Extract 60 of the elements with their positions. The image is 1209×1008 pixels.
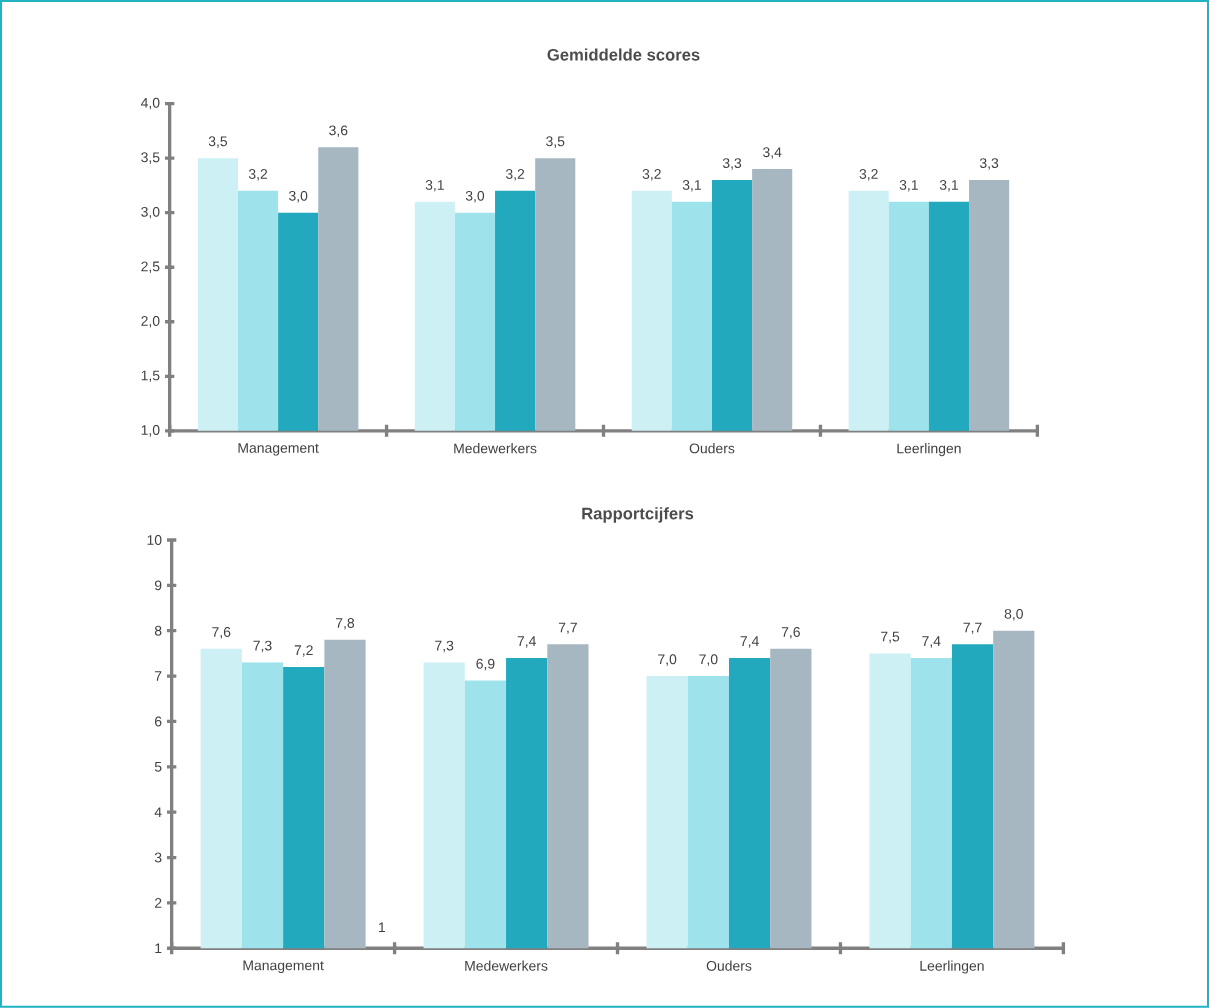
- y-tick-label: 3,0: [141, 207, 160, 219]
- data-label: 7,6: [781, 627, 800, 639]
- y-tick-label: 10: [147, 535, 162, 545]
- data-label: 3,1: [425, 180, 444, 192]
- data-label: 7,8: [335, 618, 355, 630]
- data-label: 8,0: [1004, 609, 1023, 621]
- data-label: 7,4: [517, 636, 536, 648]
- data-label: 3,2: [859, 169, 878, 181]
- x-tick-label: Ouders: [689, 443, 735, 454]
- y-tick-label: 2: [155, 898, 162, 908]
- y-tick-label: 1,0: [141, 425, 160, 437]
- data-label: 3,3: [979, 158, 999, 170]
- data-label: 7,0: [699, 654, 718, 666]
- data-label: 7,3: [253, 640, 272, 653]
- data-label: 3,1: [899, 180, 918, 192]
- data-label: 3,5: [546, 136, 565, 148]
- data-label: 3,0: [465, 190, 485, 203]
- data-label: 3,5: [208, 136, 228, 148]
- y-tick-label: 3,5: [141, 152, 160, 164]
- chart-title: Gemiddelde scores: [547, 48, 700, 61]
- data-label: 7,4: [740, 636, 759, 648]
- y-tick-label: 8: [154, 625, 162, 636]
- data-label: 7,5: [881, 631, 900, 644]
- y-tick-label: 3: [154, 852, 162, 863]
- data-label: 3,1: [939, 180, 958, 192]
- chart-title: Rapportcijfers: [582, 507, 694, 523]
- y-tick-label: 2,0: [141, 316, 160, 328]
- x-tick-label: Ouders: [706, 960, 752, 971]
- x-tick-label: Leerlingen: [920, 960, 984, 974]
- x-tick-label: Management: [243, 960, 324, 974]
- data-label: 7,6: [212, 627, 231, 639]
- data-label: 3,2: [505, 169, 525, 181]
- data-label: 7,0: [658, 654, 677, 666]
- y-tick-label: 1,5: [141, 370, 160, 383]
- data-label: 3,3: [722, 158, 742, 170]
- y-tick-label: 2,5: [141, 261, 160, 274]
- y-tick-label: 1: [155, 943, 162, 954]
- data-label: 7,7: [963, 622, 982, 635]
- data-label: 7,7: [558, 622, 577, 635]
- y-tick-label: 4,0: [140, 97, 160, 110]
- data-label: 3,2: [248, 169, 268, 181]
- data-label: 6,9: [476, 658, 495, 671]
- data-label: 7,3: [435, 640, 454, 653]
- x-tick-label: Management: [238, 443, 319, 456]
- y-tick-label: 7: [155, 671, 162, 681]
- data-label: 3,4: [762, 147, 782, 159]
- data-label: 7,4: [922, 636, 941, 648]
- y-tick-label: 4: [154, 807, 162, 818]
- y-tick-label: 9: [154, 580, 162, 591]
- y-tick-label: 5: [154, 762, 162, 772]
- data-label: 7,2: [294, 645, 313, 657]
- x-tick-label: Leerlingen: [897, 443, 961, 457]
- x-tick-label: Medewerkers: [465, 960, 548, 971]
- data-label: 3,6: [329, 125, 348, 138]
- x-tick-label: Medewerkers: [454, 443, 537, 454]
- data-label: 3,1: [682, 180, 701, 192]
- y-tick-label: 6: [155, 716, 162, 727]
- data-label: 3,2: [642, 169, 661, 181]
- data-label: 3,0: [289, 190, 308, 203]
- annotation: 1: [379, 922, 386, 933]
